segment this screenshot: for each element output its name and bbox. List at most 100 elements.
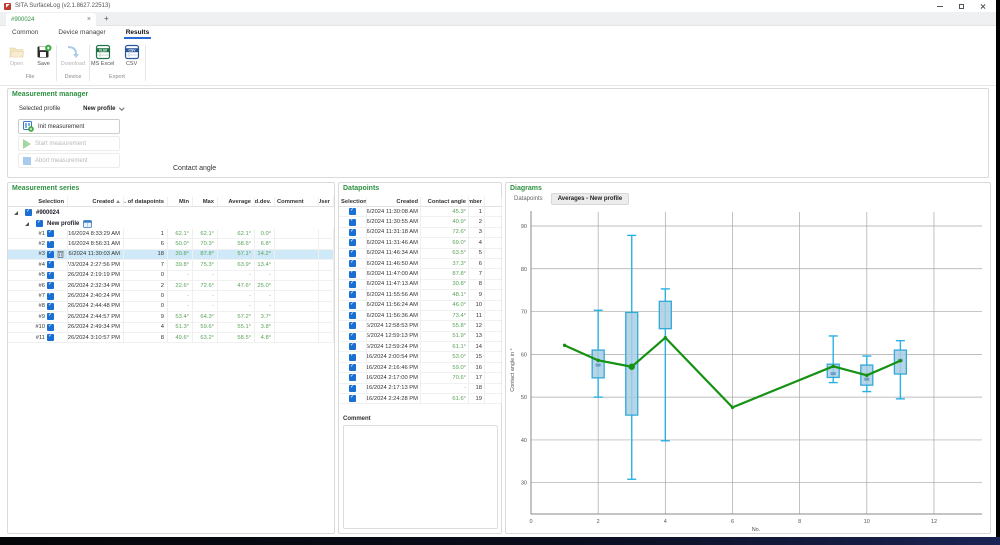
series-table-row[interactable]: #5 7/26/2024 2:19:19 PM 0 - - - - xyxy=(8,270,334,281)
export-excel-button[interactable]: XLSX MS Excel xyxy=(91,43,114,73)
datapoint-row[interactable]: 4/16/2024 11:55:56 AM 48.1° 9 xyxy=(339,290,502,301)
row-checkbox[interactable] xyxy=(349,332,356,340)
row-checkbox[interactable] xyxy=(349,321,356,330)
ribbon-tab-device-manager[interactable]: Device manager xyxy=(58,29,106,36)
tree-expander-icon[interactable] xyxy=(25,221,29,226)
series-table-row[interactable]: #8 7/26/2024 2:44:48 PM 0 - - - - xyxy=(8,301,334,313)
col-user[interactable]: User xyxy=(319,197,334,206)
col-stddev[interactable]: Std.dev. xyxy=(255,197,275,206)
datapoint-row[interactable]: 4/16/2024 2:16:46 PM 59.0° 16 xyxy=(339,362,502,374)
open-button[interactable]: Open xyxy=(6,43,27,73)
delete-trash-icon[interactable] xyxy=(57,250,64,259)
row-checkbox[interactable] xyxy=(349,217,356,226)
row-checkbox[interactable] xyxy=(349,394,356,403)
row-checkbox[interactable] xyxy=(349,269,356,278)
init-measurement-button[interactable]: Init measurement xyxy=(18,119,120,134)
col-number[interactable]: Number xyxy=(469,197,485,206)
series-profile-row[interactable]: New profile xyxy=(8,218,334,229)
row-checkbox[interactable] xyxy=(349,207,356,216)
row-checkbox[interactable] xyxy=(47,250,54,258)
row-checkbox[interactable] xyxy=(349,301,356,309)
row-checkbox[interactable] xyxy=(47,229,54,238)
series-table-row[interactable]: #9 7/26/2024 2:44:57 PM 9 53.4° 64.3° 57… xyxy=(8,312,334,323)
datapoint-row[interactable]: 4/16/2024 11:31:18 AM 72.6° 3 xyxy=(339,227,502,239)
datapoint-row[interactable]: 4/16/2024 11:46:34 AM 63.5° 5 xyxy=(339,248,502,259)
row-checkbox[interactable] xyxy=(349,228,356,236)
row-checkbox[interactable] xyxy=(47,333,54,342)
selected-profile-value[interactable]: New profile xyxy=(83,106,116,112)
col-average[interactable]: Average xyxy=(218,197,255,206)
datapoint-row[interactable]: 4/16/2024 2:17:00 PM 70.6° 17 xyxy=(339,373,502,384)
row-checkbox[interactable] xyxy=(349,342,356,351)
row-checkbox[interactable] xyxy=(47,323,54,331)
series-table-row[interactable]: #10 7/26/2024 2:49:34 PM 4 51.3° 59.6° 5… xyxy=(8,322,334,333)
datapoint-row[interactable]: 4/16/2024 11:46:50 AM 37.3° 6 xyxy=(339,258,502,270)
ribbon-tab-common[interactable]: Common xyxy=(12,29,39,36)
col-selection[interactable]: Selection xyxy=(8,197,68,206)
row-checkbox[interactable] xyxy=(47,281,54,290)
row-checkbox[interactable] xyxy=(349,352,356,361)
document-tab[interactable]: #900024 × xyxy=(6,13,96,26)
download-button[interactable]: Download xyxy=(61,43,85,73)
datapoint-row[interactable]: 4/16/2024 11:56:24 AM 46.0° 10 xyxy=(339,300,502,311)
row-checkbox[interactable] xyxy=(349,280,356,288)
profile-table-icon[interactable] xyxy=(83,219,93,228)
col-contact-angle[interactable]: Contact angle xyxy=(421,197,469,206)
maximize-icon[interactable] xyxy=(959,3,964,9)
series-table-row[interactable]: #7 7/26/2024 2:40:24 PM 0 - - - - xyxy=(8,291,334,302)
series-root-row[interactable]: #900024 xyxy=(8,207,334,218)
close-icon[interactable] xyxy=(980,3,986,9)
tab-close-icon[interactable]: × xyxy=(86,15,91,23)
series-table-row[interactable]: #6 7/26/2024 2:32:34 PM 2 22.6° 72.6° 47… xyxy=(8,280,334,292)
col-max[interactable]: Max xyxy=(193,197,218,206)
datapoint-row[interactable]: 4/16/2024 11:30:08 AM 45.3° 1 xyxy=(339,207,502,218)
col-datapoints[interactable]: No. of datapoints xyxy=(124,197,168,206)
minimize-icon[interactable] xyxy=(937,5,943,7)
datapoint-row[interactable]: 4/16/2024 12:58:53 PM 55.8° 12 xyxy=(339,321,502,332)
row-checkbox[interactable] xyxy=(349,249,356,257)
comment-textbox[interactable] xyxy=(343,425,498,529)
series-table-row[interactable]: #3 4/16/2024 11:30:03 AM 18 30.8° 87.8° … xyxy=(8,249,334,261)
root-checkbox[interactable] xyxy=(25,208,32,216)
new-tab-button[interactable]: + xyxy=(104,14,109,23)
col-selection[interactable]: Selection xyxy=(341,197,367,206)
datapoint-row[interactable]: 4/16/2024 2:17:13 PM - 18 xyxy=(339,383,502,395)
row-checkbox[interactable] xyxy=(47,271,54,279)
row-checkbox[interactable] xyxy=(47,291,54,300)
diagram-tab-averages[interactable]: Averages - New profile xyxy=(550,193,630,205)
col-created[interactable]: Created xyxy=(68,197,124,206)
save-button[interactable]: Save xyxy=(33,43,54,73)
datapoint-row[interactable]: 4/16/2024 11:30:55 AM 40.9° 2 xyxy=(339,217,502,228)
row-checkbox[interactable] xyxy=(349,363,356,372)
row-checkbox[interactable] xyxy=(47,260,54,269)
abort-measurement-button[interactable]: Abort measurement xyxy=(18,153,120,168)
start-measurement-button[interactable]: Start measurement xyxy=(18,136,120,151)
series-table-row[interactable]: #2 4/16/2024 8:56:31 AM 6 50.0° 70.3° 58… xyxy=(8,239,334,250)
row-checkbox[interactable] xyxy=(47,312,54,321)
diagram-tab-datapoints[interactable]: Datapoints xyxy=(514,196,543,202)
row-checkbox[interactable] xyxy=(349,373,356,382)
tree-expander-icon[interactable] xyxy=(14,210,18,215)
chevron-down-icon[interactable] xyxy=(118,105,124,111)
row-checkbox[interactable] xyxy=(47,302,54,310)
profile-checkbox[interactable] xyxy=(36,219,43,227)
ribbon-tab-results[interactable]: Results xyxy=(116,29,159,39)
series-table-row[interactable]: #4 7/3/2024 2:27:56 PM 7 39.8° 75.3° 63.… xyxy=(8,260,334,271)
datapoint-row[interactable]: 4/16/2024 11:31:46 AM 69.0° 4 xyxy=(339,238,502,249)
row-checkbox[interactable] xyxy=(349,290,356,299)
datapoint-row[interactable]: 4/16/2024 12:59:13 PM 51.9° 13 xyxy=(339,331,502,343)
datapoint-row[interactable]: 4/16/2024 11:47:00 AM 87.8° 7 xyxy=(339,269,502,280)
row-checkbox[interactable] xyxy=(349,311,356,320)
datapoint-row[interactable]: 4/16/2024 11:47:13 AM 30.8° 8 xyxy=(339,279,502,291)
datapoint-row[interactable]: 4/16/2024 11:56:36 AM 73.4° 11 xyxy=(339,310,502,322)
series-table-row[interactable]: #1 4/16/2024 8:33:29 AM 1 62.1° 62.1° 62… xyxy=(8,229,334,240)
datapoint-row[interactable]: 4/16/2024 12:59:24 PM 61.1° 14 xyxy=(339,342,502,353)
datapoint-row[interactable]: 4/16/2024 2:24:28 PM 61.6° 19 xyxy=(339,394,502,405)
row-checkbox[interactable] xyxy=(349,259,356,268)
row-checkbox[interactable] xyxy=(349,384,356,392)
row-checkbox[interactable] xyxy=(47,239,54,248)
export-csv-button[interactable]: CSV CSV xyxy=(120,43,143,73)
datapoint-row[interactable]: 4/16/2024 2:00:54 PM 53.0° 15 xyxy=(339,352,502,363)
col-created[interactable]: Created xyxy=(367,197,421,206)
row-checkbox[interactable] xyxy=(349,238,356,247)
